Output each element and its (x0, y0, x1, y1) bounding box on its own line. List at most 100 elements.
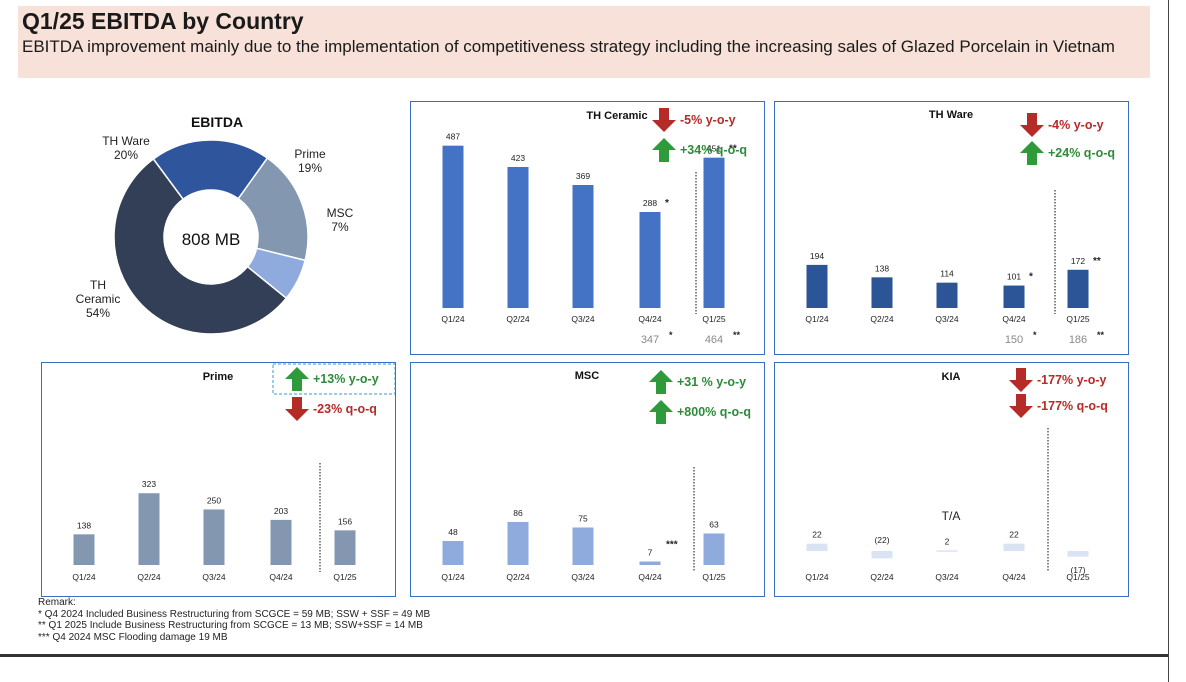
growth-yoy-label: -4% y-o-y (1048, 118, 1104, 132)
bar-q2-24 (507, 522, 529, 565)
bar-value-label: (22) (874, 535, 889, 545)
bar-footnote-mark: * (1029, 272, 1033, 283)
bar-value-label: 75 (578, 514, 588, 524)
donut-slice-th-ceramic (113, 157, 288, 335)
bar-q3-24 (936, 282, 958, 308)
category-label: Q1/25 (1066, 314, 1089, 324)
donut-slice-label: MSC (327, 206, 354, 220)
adjusted-value-mark: * (1033, 330, 1037, 340)
bar-value-label: 22 (812, 530, 822, 540)
bar-value-label: 22 (1009, 530, 1019, 540)
remark-line-2: ** Q1 2025 Include Business Restructurin… (38, 620, 423, 631)
bar-value-label: 288 (643, 198, 657, 208)
bar-value-label: (17) (1070, 565, 1085, 575)
growth-qoq-label: +800% q-o-q (677, 405, 751, 419)
bar-value-label: 323 (142, 479, 156, 489)
adjusted-value-label: 347 (641, 334, 659, 346)
panel-th-ware: TH Ware 194 Q1/24 138 Q2/24 114 Q3/24 101 * Q4/24… (774, 101, 1129, 355)
slide-bottom-border (0, 654, 1168, 657)
bar-value-label: 63 (709, 520, 719, 530)
bar-q3-24 (572, 185, 594, 308)
category-label: Q1/25 (702, 572, 725, 582)
arrow-up-icon (1020, 141, 1044, 165)
donut-slice-label: TH (90, 278, 106, 292)
page-subtitle: EBITDA improvement mainly due to the imp… (22, 37, 1115, 56)
donut-title: EBITDA (191, 114, 243, 130)
bar-value-label: 203 (274, 506, 288, 516)
chart-title: TH Ceramic (586, 110, 647, 122)
bar-q1-25 (334, 530, 356, 565)
bar-value-label: 172 (1071, 256, 1085, 266)
chart-th-ceramic: TH Ceramic 487 Q1/24 423 Q2/24 369 Q3/24 288 * Q4… (441, 108, 747, 346)
arrow-up-icon (649, 400, 673, 424)
slide: Q1/25 EBITDA by Country EBITDA improveme… (0, 6, 1168, 657)
bar-q1-24 (442, 541, 464, 565)
bar-footnote-mark: *** (666, 540, 678, 551)
header-banner: Q1/25 EBITDA by Country EBITDA improveme… (18, 6, 1150, 78)
bar-q4-24 (270, 519, 292, 565)
bar-value-label: 156 (338, 516, 352, 526)
bar-q2-24 (871, 551, 893, 559)
bar-q2-24 (138, 493, 160, 565)
category-label: Q1/25 (333, 572, 356, 582)
adjusted-value-mark: ** (1097, 330, 1105, 340)
donut-slice-label: Ceramic (76, 292, 121, 306)
category-label: Q2/24 (870, 572, 893, 582)
bar-q1-24 (73, 534, 95, 565)
bar-footnote-mark: ** (729, 144, 737, 155)
bar-q1-24 (442, 145, 464, 308)
bar-q4-24 (1003, 543, 1025, 551)
arrow-up-icon (649, 370, 673, 394)
panel-prime: Prime 138 Q1/24 323 Q2/24 250 Q3/24 203 Q4/24 156… (41, 362, 396, 597)
category-label: Q4/24 (638, 314, 661, 324)
arrow-up-icon (285, 367, 309, 391)
chart-prime: Prime 138 Q1/24 323 Q2/24 250 Q3/24 203 Q4/24 156… (72, 363, 396, 582)
panel-kia: KIA 22 Q1/24 (22) Q2/24 2 Q3/24 22 Q4/24 (17) Q1/2… (774, 362, 1129, 597)
chart-title: MSC (575, 370, 600, 382)
donut-slice-label: Prime (294, 147, 326, 161)
bar-value-label: 101 (1007, 272, 1021, 282)
growth-qoq-label: +34% q-o-q (680, 143, 747, 157)
bar-value-label: 2 (945, 536, 950, 546)
bar-value-label: 487 (446, 132, 460, 142)
bar-value-label: 138 (875, 263, 889, 273)
category-label: Q3/24 (571, 314, 594, 324)
category-label: Q3/24 (571, 572, 594, 582)
panel-msc: MSC 48 Q1/24 86 Q2/24 75 Q3/24 7 *** Q4/24 63 Q1/25… (410, 362, 765, 597)
remark-line-1: * Q4 2024 Included Business Restructurin… (38, 608, 431, 620)
arrow-up-icon (652, 138, 676, 162)
arrow-down-icon (1020, 113, 1044, 137)
category-label: Q2/24 (506, 314, 529, 324)
bar-q1-24 (806, 264, 828, 308)
chart-th-ware: TH Ware 194 Q1/24 138 Q2/24 114 Q3/24 101 * Q4/24… (805, 109, 1115, 346)
category-label: Q1/24 (72, 572, 95, 582)
remarks: Remark: * Q4 2024 Included Business Rest… (38, 597, 430, 643)
bar-q4-24 (1003, 285, 1025, 308)
bar-value-label: 423 (511, 153, 525, 163)
bar-value-label: 48 (448, 527, 458, 537)
bar-q1-25 (1067, 551, 1089, 557)
adjusted-value-mark: ** (733, 330, 741, 340)
bar-value-label: 7 (648, 548, 653, 558)
donut-slice-label: TH Ware (102, 134, 150, 148)
bar-footnote-mark: * (665, 198, 669, 209)
bar-q1-25 (703, 157, 725, 308)
category-label: Q3/24 (935, 572, 958, 582)
adjusted-value-label: 186 (1069, 334, 1087, 346)
page-title: Q1/25 EBITDA by Country (22, 8, 304, 34)
arrow-down-icon (1009, 394, 1033, 418)
chart-title: Prime (203, 371, 234, 383)
bar-q3-24 (203, 509, 225, 565)
growth-qoq-label: +24% q-o-q (1048, 146, 1115, 160)
arrow-down-icon (1009, 368, 1033, 392)
growth-yoy-label: -5% y-o-y (680, 113, 736, 127)
bar-q2-24 (871, 277, 893, 308)
bar-value-label: 194 (810, 251, 824, 261)
category-label: Q4/24 (1002, 572, 1025, 582)
growth-yoy-label: +13% y-o-y (313, 372, 379, 386)
category-label: Q4/24 (1002, 314, 1025, 324)
bar-q4-24 (639, 561, 661, 565)
bar-q1-24 (806, 543, 828, 551)
bar-value-label: 250 (207, 495, 221, 505)
bar-value-label: 138 (77, 520, 91, 530)
